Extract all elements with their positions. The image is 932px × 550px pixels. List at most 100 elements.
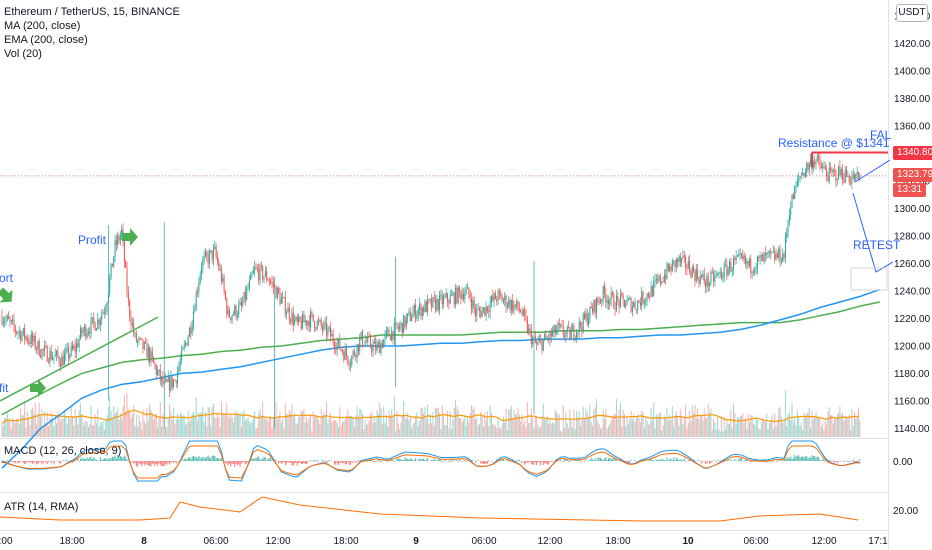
- macd-histogram-bar: [287, 461, 289, 463]
- volume-bar: [252, 416, 254, 437]
- macd-histogram-bar: [674, 460, 676, 461]
- candle-body: [497, 291, 499, 301]
- volume-bar: [847, 420, 849, 437]
- candle-body: [286, 312, 288, 315]
- volume-bar: [291, 404, 293, 437]
- profit-arrow-icon: [122, 228, 138, 246]
- candle-body: [283, 297, 285, 299]
- candle-body: [40, 355, 42, 358]
- symbol-title[interactable]: Ethereum / TetherUS, 15, BINANCE: [4, 6, 180, 18]
- macd-histogram-bar: [806, 456, 808, 461]
- volume-bar: [87, 427, 89, 437]
- volume-bar: [521, 414, 523, 437]
- volume-bar: [377, 413, 379, 437]
- candle-body: [762, 254, 764, 262]
- volume-bar: [61, 415, 63, 437]
- macd-histogram-bar: [28, 461, 30, 463]
- volume-legend[interactable]: Vol (20): [4, 48, 42, 60]
- time-tick-label: 12:00: [265, 536, 290, 547]
- macd-histogram-bar: [606, 460, 608, 461]
- macd-histogram-bar: [810, 457, 812, 461]
- volume-bar: [107, 406, 109, 437]
- candle-body: [270, 281, 272, 283]
- candle-body: [143, 342, 145, 350]
- macd-histogram-bar: [376, 461, 378, 462]
- candle-body: [516, 301, 518, 306]
- price-tick-label: 1400.00: [894, 67, 931, 78]
- candle-body: [243, 291, 245, 303]
- candle-body: [276, 287, 278, 299]
- volume-bar: [538, 427, 540, 437]
- volume-bar: [436, 408, 438, 437]
- macd-histogram-bar: [247, 461, 249, 463]
- volume-bar: [361, 413, 363, 437]
- time-axis[interactable]: 12:0018:00806:0012:0018:00906:0012:0018:…: [0, 536, 888, 547]
- ma-legend[interactable]: MA (200, close): [4, 20, 81, 32]
- candle-body: [187, 336, 189, 346]
- macd-histogram-bar: [167, 461, 169, 463]
- candle-body: [461, 293, 463, 299]
- macd-histogram-bar: [228, 461, 230, 464]
- candle-body: [538, 340, 540, 343]
- candle-body: [306, 320, 308, 326]
- candle-body: [590, 306, 592, 309]
- candle-body: [682, 255, 684, 259]
- candle-body: [776, 254, 778, 258]
- candle-body: [600, 300, 601, 303]
- volume-bar: [627, 424, 629, 437]
- atr-legend[interactable]: ATR (14, RMA): [4, 501, 79, 513]
- candle-body: [58, 356, 60, 364]
- volume-bar: [681, 415, 683, 437]
- volume-bar: [453, 407, 455, 437]
- macd-histogram-bar: [852, 459, 854, 461]
- drawings[interactable]: [0, 151, 894, 402]
- macd-histogram-bar: [482, 461, 484, 465]
- candle-body: [126, 267, 128, 293]
- candle-body: [134, 332, 136, 334]
- volume-bar: [93, 425, 95, 437]
- volume-bar: [97, 409, 99, 437]
- volume-bar: [348, 415, 350, 437]
- volume-bar: [251, 421, 253, 437]
- candle-body: [264, 271, 266, 277]
- macd-histogram-bar: [847, 461, 849, 463]
- macd-histogram-bar: [399, 458, 401, 461]
- candle-body: [814, 162, 816, 165]
- ema-legend[interactable]: EMA (200, close): [4, 34, 88, 46]
- macd-histogram-bar: [739, 457, 741, 461]
- macd-histogram-bar: [348, 461, 350, 465]
- currency-button[interactable]: USDT: [896, 4, 928, 22]
- candle-body: [623, 299, 625, 308]
- macd-histogram-bar: [562, 461, 564, 462]
- candle-body: [315, 328, 317, 330]
- volume-bar: [509, 409, 511, 437]
- candle-body: [836, 179, 838, 181]
- candle-body: [296, 316, 298, 323]
- volume-bar: [427, 404, 429, 437]
- macd-histogram-bar: [254, 458, 256, 461]
- candle-body: [513, 304, 515, 312]
- volume-bar: [498, 427, 500, 437]
- macd-histogram-bar: [607, 458, 609, 461]
- volume-bar: [308, 418, 310, 437]
- price-axis[interactable]: 1140.001160.001180.001200.001220.001240.…: [894, 12, 931, 435]
- volume-bar: [541, 415, 543, 437]
- volume-bar: [298, 416, 300, 437]
- macd-histogram-bar: [371, 459, 373, 461]
- candle-body: [218, 261, 220, 270]
- volume-bar: [706, 417, 708, 437]
- macd-histogram-bar: [393, 461, 395, 462]
- candle-body: [498, 291, 500, 293]
- candle-body: [795, 186, 797, 188]
- volume-bar: [126, 393, 128, 437]
- volume-bar: [337, 427, 339, 437]
- candle-body: [162, 376, 164, 385]
- volume-bar: [703, 408, 705, 437]
- candle-body: [455, 287, 457, 305]
- macd-histogram-bar: [850, 461, 852, 462]
- volume-bar: [444, 424, 446, 437]
- macd-histogram-bar: [839, 461, 841, 462]
- macd-legend[interactable]: MACD (12, 26, close, 9): [4, 445, 122, 457]
- candle-body: [52, 357, 54, 360]
